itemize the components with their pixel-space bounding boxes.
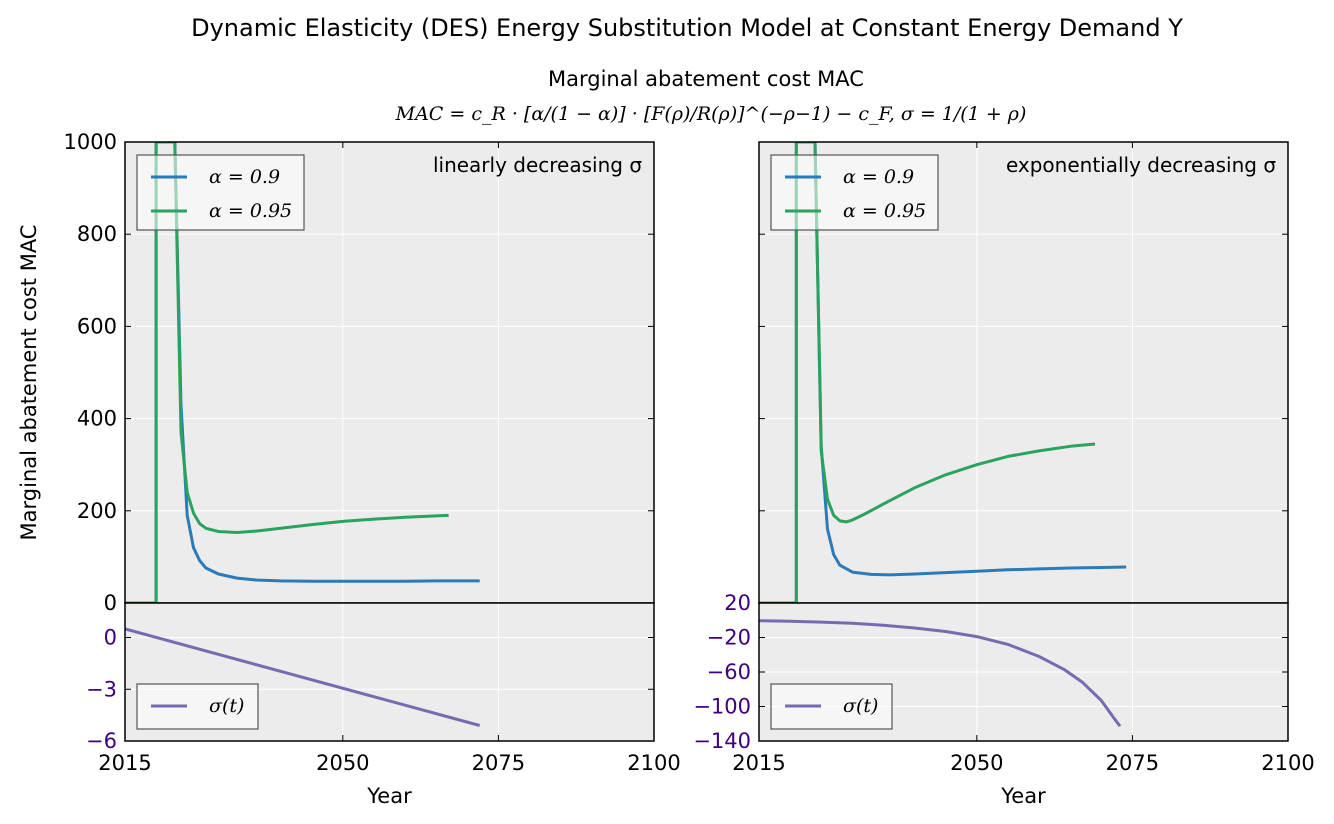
xtick-label: 2075: [472, 751, 525, 775]
figure-formula: MAC = c_R · [α/(1 − α)] · [F(ρ)/R(ρ)]^(−…: [395, 103, 1027, 125]
series-line: [759, 142, 1096, 603]
xtick-label: 2015: [732, 751, 785, 775]
ytick-label: −100: [693, 695, 751, 719]
ytick-label: −3: [86, 677, 117, 701]
y-axis-label: Marginal abatement cost MAC: [17, 225, 41, 541]
legend-label: α = 0.9: [209, 166, 280, 188]
legend-label: α = 0.95: [209, 200, 292, 222]
figure-title: Dynamic Elasticity (DES) Energy Substitu…: [191, 14, 1183, 42]
figure-subtitle: Marginal abatement cost MAC: [548, 67, 864, 91]
x-axis-label: Year: [366, 784, 412, 808]
ytick-label: 600: [77, 314, 117, 338]
ytick-label: −20: [707, 626, 751, 650]
ytick-label: 200: [77, 499, 117, 523]
legend-label: α = 0.95: [843, 200, 926, 222]
xtick-label: 2050: [316, 751, 369, 775]
ytick-label: −60: [707, 660, 751, 684]
panel-left-bottom: −6 −3 0 2015 2050 2075 2100 Year σ(t): [86, 602, 681, 808]
ytick-label: 20: [724, 591, 751, 615]
legend-box: [770, 154, 939, 231]
legend-label: α = 0.9: [843, 166, 914, 188]
ytick-label: −6: [86, 729, 117, 753]
xtick-label: 2100: [1261, 751, 1314, 775]
legend-label: σ(t): [843, 695, 878, 717]
legend: α = 0.9 α = 0.95: [136, 154, 305, 231]
ytick-label: 800: [77, 222, 117, 246]
xtick-label: 2015: [98, 751, 151, 775]
xtick-label: 2100: [627, 751, 680, 775]
ytick-label: 0: [104, 591, 117, 615]
panel-right-bottom: −140 −100 −60 −20 20 2015 2050 2075 2100 Year σ(t): [693, 591, 1314, 808]
panel-annotation: exponentially decreasing σ: [1006, 153, 1276, 177]
axes-frame: [758, 602, 1289, 742]
xtick-label: 2075: [1106, 751, 1159, 775]
ytick-label: 0: [104, 626, 117, 650]
series-line: [125, 627, 481, 727]
legend-label: σ(t): [209, 695, 244, 717]
legend: σ(t): [136, 683, 259, 730]
series-line: [125, 142, 449, 603]
x-axis-label: Year: [1000, 784, 1046, 808]
series-line: [759, 619, 1122, 728]
ytick-label: 1000: [64, 130, 117, 154]
legend-box: [136, 154, 305, 231]
legend: α = 0.9 α = 0.95: [770, 154, 939, 231]
panel-right-top: exponentially decreasing σα = 0.9α = 0.9…: [758, 141, 1289, 604]
panel-left-top: 0 200 400 600 800 1000 linearly decreasing σ Ma…: [17, 130, 655, 615]
axes-frame: [124, 602, 655, 742]
series-line: [759, 142, 1127, 603]
panel-annotation: linearly decreasing σ: [433, 153, 642, 177]
legend: σ(t): [770, 683, 893, 730]
xtick-label: 2050: [950, 751, 1003, 775]
ytick-label: −140: [693, 729, 751, 753]
ytick-label: 400: [77, 407, 117, 431]
